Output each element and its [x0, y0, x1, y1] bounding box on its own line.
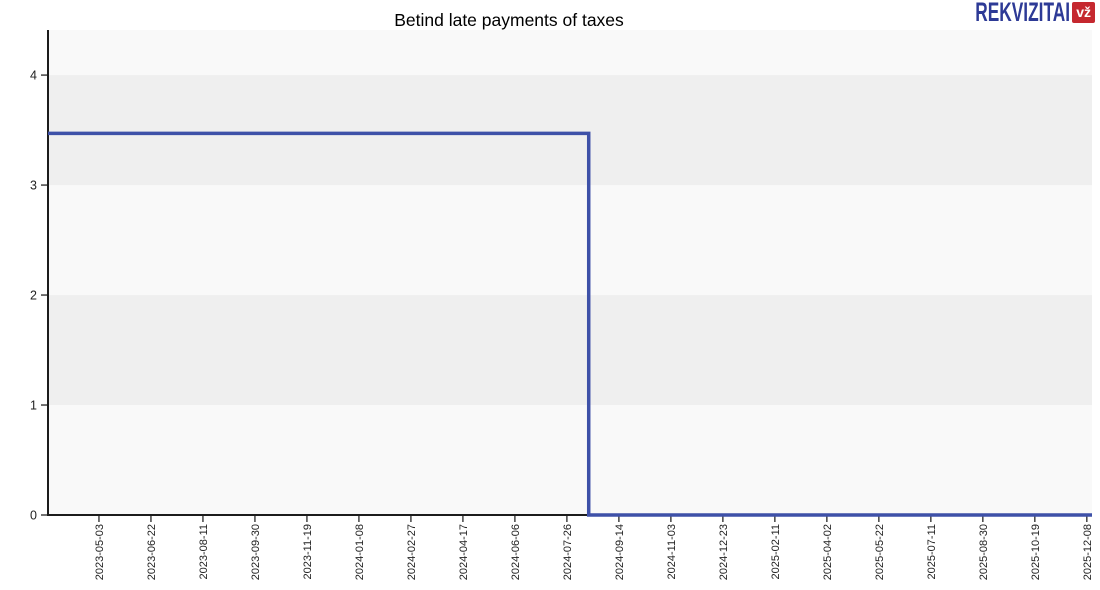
plot-band — [48, 295, 1092, 406]
x-tick-label: 2023-08-11 — [198, 524, 210, 579]
x-tick-label: 2023-11-19 — [302, 524, 314, 579]
y-tick-label: 4 — [30, 69, 37, 83]
y-tick-label: 3 — [30, 179, 37, 193]
plot-band — [48, 405, 1092, 515]
rekvizitai-logo[interactable]: REKVIZITAI vž — [922, 0, 1095, 26]
x-tick-label: 2025-07-11 — [926, 524, 938, 579]
x-tick-label: 2023-05-03 — [94, 524, 106, 580]
y-tick-label: 0 — [30, 509, 37, 523]
x-tick-label: 2025-12-08 — [1082, 524, 1094, 580]
rekvizitai-logo-text: REKVIZITAI — [975, 0, 1071, 27]
y-tick-label: 1 — [30, 399, 37, 413]
x-tick-label: 2024-04-17 — [458, 524, 470, 580]
plot-band — [48, 75, 1092, 186]
chart-title: Betind late payments of taxes — [394, 10, 624, 30]
x-tick-label: 2025-02-11 — [770, 524, 782, 579]
x-tick-label: 2025-04-02 — [822, 524, 834, 580]
x-tick-label: 2025-08-30 — [978, 524, 990, 580]
x-tick-label: 2024-06-06 — [510, 524, 522, 580]
x-tick-label: 2024-12-23 — [718, 524, 730, 580]
plot-band — [48, 185, 1092, 296]
series-line — [48, 131, 1092, 517]
x-tick-label: 2023-06-22 — [146, 524, 158, 580]
x-tick-label: 2025-05-22 — [874, 524, 886, 580]
x-tick-label: 2025-10-19 — [1030, 524, 1042, 580]
x-tick-label: 2023-09-30 — [250, 524, 262, 580]
x-tick-label: 2024-01-08 — [354, 524, 366, 580]
x-tick-label: 2024-02-27 — [406, 524, 418, 580]
x-tick-label: 2024-09-14 — [614, 524, 626, 580]
plot-band — [48, 30, 1092, 76]
y-tick-label: 2 — [30, 289, 37, 303]
x-tick-label: 2024-11-03 — [666, 524, 678, 579]
vz-logo-badge: vž — [1072, 2, 1095, 23]
x-tick-label: 2024-07-26 — [562, 524, 574, 580]
